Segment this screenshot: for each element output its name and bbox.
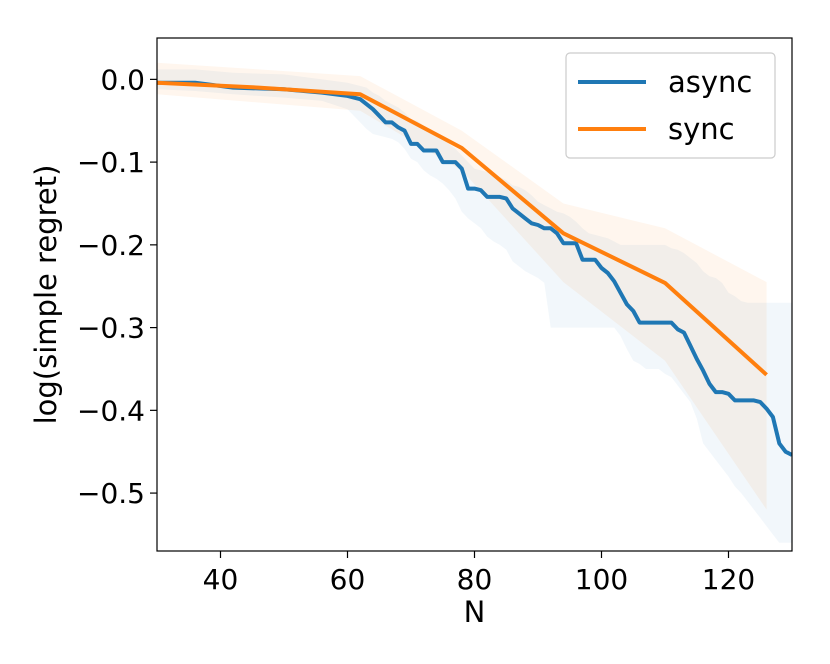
series-line-async	[157, 80, 792, 457]
y-axis-label: log(simple regret)	[29, 165, 63, 425]
x-tick-label: 100	[575, 563, 628, 596]
x-tick-label: 60	[330, 563, 366, 596]
legend-label-sync: sync	[668, 112, 735, 146]
y-tick-label: −0.5	[77, 477, 145, 510]
y-tick-label: −0.1	[77, 146, 145, 179]
legend: async sync	[565, 52, 776, 159]
band-async	[157, 69, 792, 543]
series-line-sync	[157, 80, 768, 377]
axis-ticks: 40 60 80 100 120 0.0 −0.1 −0.2 −0.3 −0.4 −0.5	[77, 63, 755, 596]
legend-box	[565, 52, 776, 159]
y-tick-label: −0.3	[77, 312, 145, 345]
y-tick-label: −0.2	[77, 229, 145, 262]
series-lines	[157, 80, 792, 457]
x-axis-label: N	[464, 595, 486, 629]
plot-frame	[156, 37, 793, 552]
x-tick-label: 80	[457, 563, 493, 596]
legend-label-async: async	[668, 65, 752, 99]
y-tick-label: −0.4	[77, 394, 145, 427]
x-tick-label: 120	[702, 563, 755, 596]
x-tick-label: 40	[203, 563, 239, 596]
y-tick-label: 0.0	[100, 63, 145, 96]
band-sync	[157, 62, 767, 510]
confidence-bands	[157, 62, 792, 543]
